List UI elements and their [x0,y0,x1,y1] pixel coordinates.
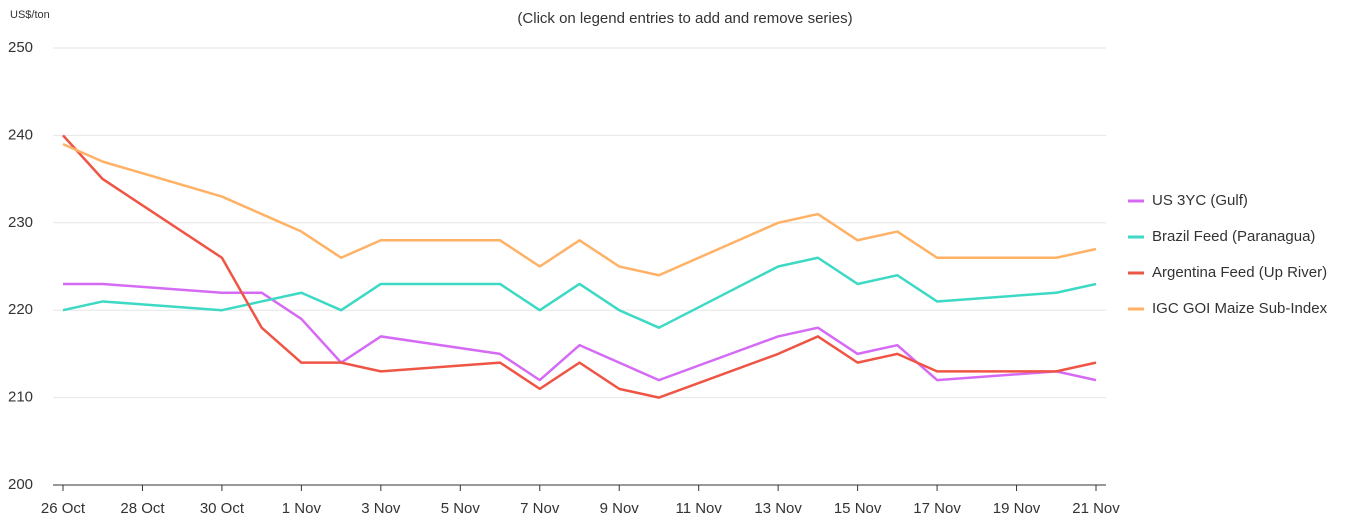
legend-item[interactable]: Brazil Feed (Paranagua) [1128,228,1315,245]
x-tick-label: 11 Nov [675,500,722,517]
y-tick-label: 250 [8,39,33,56]
x-tick-label: 7 Nov [520,500,560,517]
series [63,282,1097,382]
subtitle: (Click on legend entries to add and remo… [517,10,852,27]
x-tick-label: 3 Nov [361,500,401,517]
x-tick-label: 1 Nov [282,500,322,517]
x-tick-label: 9 Nov [600,500,640,517]
series [62,142,1097,277]
y-tick-label: 220 [8,301,33,318]
y-axis-unit: US$/ton [10,9,50,21]
legend-label: Brazil Feed (Paranagua) [1152,228,1315,245]
series-line [62,134,1097,399]
series [62,256,1097,329]
series [62,134,1097,399]
legend-item[interactable]: IGC GOI Maize Sub-Index [1128,300,1328,317]
y-tick-label: 240 [8,126,33,143]
x-tick-label: 26 Oct [41,500,86,517]
x-tick-label: 19 Nov [993,500,1041,517]
y-tick-label: 210 [8,389,33,406]
x-tick-label: 13 Nov [754,500,802,517]
series-line [62,142,1097,277]
x-tick-label: 30 Oct [200,500,245,517]
x-tick-label: 5 Nov [441,500,481,517]
x-tick-label: 15 Nov [834,500,882,517]
series-line [62,256,1097,329]
legend-item[interactable]: US 3YC (Gulf) [1128,192,1248,209]
x-tick-label: 28 Oct [120,500,165,517]
legend-label: Argentina Feed (Up River) [1152,264,1327,281]
legend-label: US 3YC (Gulf) [1152,192,1248,209]
y-tick-label: 200 [8,476,33,493]
y-tick-label: 230 [8,214,33,231]
x-tick-label: 21 Nov [1072,500,1120,517]
x-tick-label: 17 Nov [913,500,961,517]
series-line [63,282,1097,382]
legend-label: IGC GOI Maize Sub-Index [1152,300,1328,317]
legend-item[interactable]: Argentina Feed (Up River) [1128,264,1327,281]
